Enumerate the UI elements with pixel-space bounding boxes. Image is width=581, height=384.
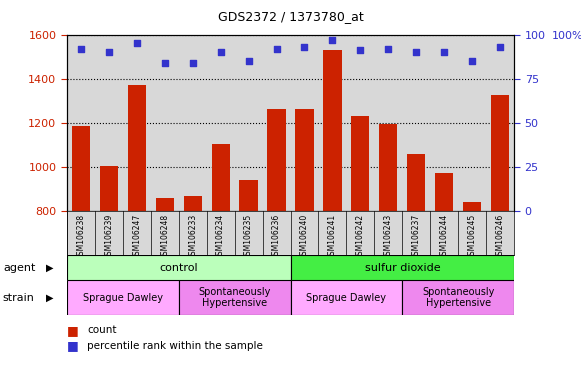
Text: GSM106238: GSM106238	[76, 214, 85, 260]
Y-axis label: 100%: 100%	[552, 31, 581, 41]
Text: ▶: ▶	[46, 293, 53, 303]
Text: percentile rank within the sample: percentile rank within the sample	[87, 341, 263, 351]
Bar	[156, 198, 174, 384]
Point	[412, 49, 421, 55]
Bar	[267, 109, 286, 384]
Text: GSM106247: GSM106247	[132, 214, 141, 260]
Text: control: control	[159, 263, 198, 273]
Text: ■: ■	[67, 339, 78, 352]
Bar	[491, 95, 510, 384]
Bar	[407, 154, 425, 384]
Text: ▶: ▶	[46, 263, 53, 273]
Point	[496, 44, 505, 50]
Bar	[179, 280, 290, 315]
Text: GSM106234: GSM106234	[216, 214, 225, 260]
Point	[244, 58, 253, 64]
Point	[188, 60, 198, 66]
Text: Spontaneously
Hypertensive: Spontaneously Hypertensive	[198, 287, 271, 308]
Text: count: count	[87, 325, 117, 335]
Bar	[128, 85, 146, 384]
Text: GSM106239: GSM106239	[104, 214, 113, 260]
Text: GSM106235: GSM106235	[244, 214, 253, 260]
Text: Sprague Dawley: Sprague Dawley	[306, 293, 386, 303]
Text: GSM106233: GSM106233	[188, 214, 197, 260]
Text: strain: strain	[3, 293, 35, 303]
Bar	[403, 280, 514, 315]
Bar	[67, 280, 179, 315]
Point	[440, 49, 449, 55]
Text: GSM106248: GSM106248	[160, 214, 169, 260]
Bar	[435, 172, 453, 384]
Point	[356, 47, 365, 53]
Bar	[379, 124, 397, 384]
Point	[216, 49, 225, 55]
Bar	[290, 280, 403, 315]
Text: Sprague Dawley: Sprague Dawley	[83, 293, 163, 303]
Bar	[290, 255, 514, 280]
Text: GSM106241: GSM106241	[328, 214, 337, 260]
Point	[468, 58, 477, 64]
Text: GSM106237: GSM106237	[412, 214, 421, 260]
Text: GSM106244: GSM106244	[440, 214, 449, 260]
Point	[272, 46, 281, 52]
Bar	[324, 50, 342, 384]
Point	[160, 60, 169, 66]
Text: Spontaneously
Hypertensive: Spontaneously Hypertensive	[422, 287, 494, 308]
Text: GSM106245: GSM106245	[468, 214, 477, 260]
Point	[104, 49, 113, 55]
Text: sulfur dioxide: sulfur dioxide	[364, 263, 440, 273]
Point	[383, 46, 393, 52]
Bar	[295, 109, 314, 384]
Bar	[352, 116, 370, 384]
Point	[132, 40, 141, 46]
Text: GSM106246: GSM106246	[496, 214, 505, 260]
Text: agent: agent	[3, 263, 35, 273]
Bar	[71, 126, 90, 384]
Text: ■: ■	[67, 324, 78, 337]
Bar	[211, 144, 229, 384]
Text: GSM106240: GSM106240	[300, 214, 309, 260]
Bar	[184, 196, 202, 384]
Text: GSM106236: GSM106236	[272, 214, 281, 260]
Point	[300, 44, 309, 50]
Bar	[67, 255, 290, 280]
Bar	[463, 202, 481, 384]
Point	[76, 46, 85, 52]
Bar	[239, 180, 257, 384]
Text: GDS2372 / 1373780_at: GDS2372 / 1373780_at	[218, 10, 363, 23]
Text: GSM106243: GSM106243	[384, 214, 393, 260]
Bar	[100, 166, 118, 384]
Point	[328, 37, 337, 43]
Text: GSM106242: GSM106242	[356, 214, 365, 260]
